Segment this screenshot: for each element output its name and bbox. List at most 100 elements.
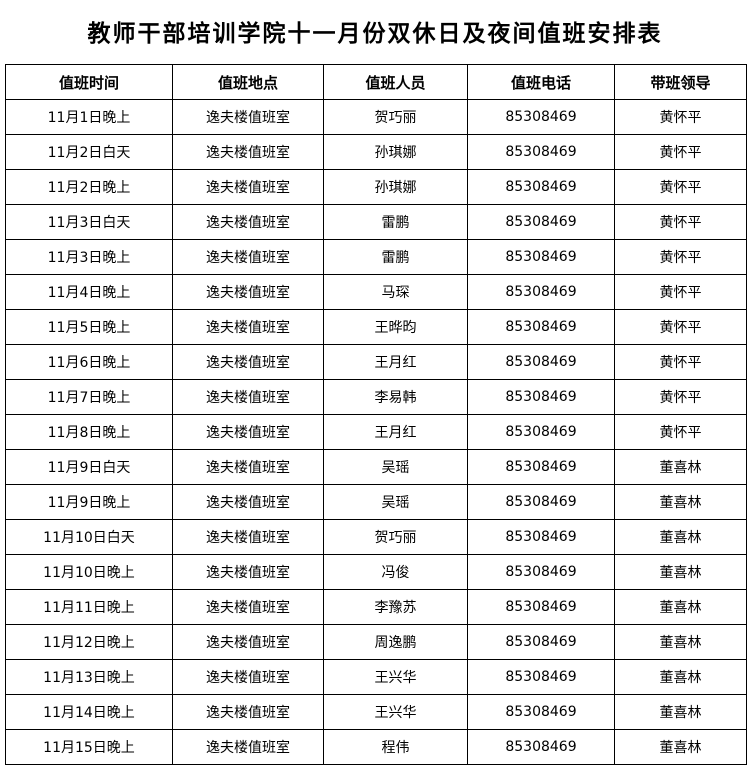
leader-cell: 董喜林 (614, 519, 747, 555)
duty-time-cell: 11月9日白天 (5, 449, 173, 485)
duty-time-cell: 11月1日晚上 (5, 99, 173, 135)
duty-location-cell: 逸夫楼值班室 (172, 659, 324, 695)
duty-person-cell: 程伟 (323, 729, 468, 765)
leader-cell: 董喜林 (614, 554, 747, 590)
leader-cell: 董喜林 (614, 484, 747, 520)
duty-phone-cell: 85308469 (467, 204, 615, 240)
duty-phone-cell: 85308469 (467, 694, 615, 730)
duty-phone-cell: 85308469 (467, 169, 615, 205)
duty-person-cell: 王月红 (323, 414, 468, 450)
duty-time-cell: 11月11日晚上 (5, 589, 173, 625)
leader-cell: 董喜林 (614, 624, 747, 660)
duty-person-cell: 李豫苏 (323, 589, 468, 625)
table-row: 11月9日晚上 逸夫楼值班室 吴瑶 85308469 董喜林 (5, 484, 747, 520)
table-row: 11月11日晚上 逸夫楼值班室 李豫苏 85308469 董喜林 (5, 589, 747, 625)
leader-cell: 黄怀平 (614, 99, 747, 135)
duty-location-cell: 逸夫楼值班室 (172, 729, 324, 765)
duty-time-cell: 11月10日白天 (5, 519, 173, 555)
duty-person-cell: 雷鹏 (323, 204, 468, 240)
duty-person-cell: 王兴华 (323, 694, 468, 730)
duty-location-cell: 逸夫楼值班室 (172, 694, 324, 730)
duty-location-cell: 逸夫楼值班室 (172, 204, 324, 240)
duty-time-cell: 11月12日晚上 (5, 624, 173, 660)
duty-phone-cell: 85308469 (467, 589, 615, 625)
duty-person-cell: 冯俊 (323, 554, 468, 590)
duty-location-cell: 逸夫楼值班室 (172, 99, 324, 135)
duty-time-cell: 11月13日晚上 (5, 659, 173, 695)
duty-person-cell: 马琛 (323, 274, 468, 310)
duty-location-cell: 逸夫楼值班室 (172, 414, 324, 450)
duty-time-cell: 11月9日晚上 (5, 484, 173, 520)
duty-person-cell: 吴瑶 (323, 484, 468, 520)
duty-phone-cell: 85308469 (467, 484, 615, 520)
duty-location-cell: 逸夫楼值班室 (172, 554, 324, 590)
duty-phone-cell: 85308469 (467, 624, 615, 660)
duty-person-cell: 孙琪娜 (323, 169, 468, 205)
duty-location-cell: 逸夫楼值班室 (172, 344, 324, 380)
duty-location-cell: 逸夫楼值班室 (172, 484, 324, 520)
duty-person-cell: 王兴华 (323, 659, 468, 695)
header-cell: 值班电话 (467, 64, 615, 100)
duty-phone-cell: 85308469 (467, 274, 615, 310)
duty-phone-cell: 85308469 (467, 659, 615, 695)
duty-location-cell: 逸夫楼值班室 (172, 379, 324, 415)
duty-person-cell: 王月红 (323, 344, 468, 380)
duty-phone-cell: 85308469 (467, 134, 615, 170)
table-row: 11月10日晚上 逸夫楼值班室 冯俊 85308469 董喜林 (5, 554, 747, 590)
table-row: 11月3日晚上 逸夫楼值班室 雷鹏 85308469 黄怀平 (5, 239, 747, 275)
header-cell: 带班领导 (614, 64, 747, 100)
duty-time-cell: 11月7日晚上 (5, 379, 173, 415)
duty-person-cell: 孙琪娜 (323, 134, 468, 170)
header-cell: 值班地点 (172, 64, 324, 100)
duty-phone-cell: 85308469 (467, 729, 615, 765)
duty-phone-cell: 85308469 (467, 449, 615, 485)
duty-time-cell: 11月5日晚上 (5, 309, 173, 345)
duty-time-cell: 11月4日晚上 (5, 274, 173, 310)
header-cell: 值班人员 (323, 64, 468, 100)
duty-person-cell: 贺巧丽 (323, 99, 468, 135)
header-cell: 值班时间 (5, 64, 173, 100)
leader-cell: 董喜林 (614, 589, 747, 625)
duty-person-cell: 周逸鹏 (323, 624, 468, 660)
duty-location-cell: 逸夫楼值班室 (172, 449, 324, 485)
duty-location-cell: 逸夫楼值班室 (172, 589, 324, 625)
duty-person-cell: 吴瑶 (323, 449, 468, 485)
leader-cell: 黄怀平 (614, 134, 747, 170)
duty-time-cell: 11月15日晚上 (5, 729, 173, 765)
duty-phone-cell: 85308469 (467, 554, 615, 590)
leader-cell: 黄怀平 (614, 379, 747, 415)
leader-cell: 黄怀平 (614, 169, 747, 205)
leader-cell: 董喜林 (614, 729, 747, 765)
duty-time-cell: 11月2日白天 (5, 134, 173, 170)
table-row: 11月13日晚上 逸夫楼值班室 王兴华 85308469 董喜林 (5, 659, 747, 695)
duty-location-cell: 逸夫楼值班室 (172, 309, 324, 345)
duty-time-cell: 11月14日晚上 (5, 694, 173, 730)
duty-phone-cell: 85308469 (467, 519, 615, 555)
table-row: 11月15日晚上 逸夫楼值班室 程伟 85308469 董喜林 (5, 729, 747, 765)
duty-person-cell: 贺巧丽 (323, 519, 468, 555)
duty-time-cell: 11月6日晚上 (5, 344, 173, 380)
duty-location-cell: 逸夫楼值班室 (172, 239, 324, 275)
duty-schedule-table: 值班时间 值班地点 值班人员 值班电话 带班领导 11月1日晚上 逸夫楼值班室 贺巧… (5, 64, 747, 765)
header-row: 值班时间 值班地点 值班人员 值班电话 带班领导 (5, 64, 747, 100)
leader-cell: 董喜林 (614, 449, 747, 485)
duty-phone-cell: 85308469 (467, 99, 615, 135)
leader-cell: 黄怀平 (614, 309, 747, 345)
table-row: 11月3日白天 逸夫楼值班室 雷鹏 85308469 黄怀平 (5, 204, 747, 240)
leader-cell: 黄怀平 (614, 204, 747, 240)
table-row: 11月14日晚上 逸夫楼值班室 王兴华 85308469 董喜林 (5, 694, 747, 730)
table-row: 11月5日晚上 逸夫楼值班室 王晔昀 85308469 黄怀平 (5, 309, 747, 345)
table-row: 11月7日晚上 逸夫楼值班室 李易韩 85308469 黄怀平 (5, 379, 747, 415)
duty-phone-cell: 85308469 (467, 379, 615, 415)
duty-time-cell: 11月2日晚上 (5, 169, 173, 205)
duty-location-cell: 逸夫楼值班室 (172, 624, 324, 660)
duty-phone-cell: 85308469 (467, 344, 615, 380)
leader-cell: 黄怀平 (614, 414, 747, 450)
leader-cell: 黄怀平 (614, 239, 747, 275)
table-row: 11月8日晚上 逸夫楼值班室 王月红 85308469 黄怀平 (5, 414, 747, 450)
duty-time-cell: 11月8日晚上 (5, 414, 173, 450)
duty-person-cell: 雷鹏 (323, 239, 468, 275)
duty-phone-cell: 85308469 (467, 239, 615, 275)
table-row: 11月2日白天 逸夫楼值班室 孙琪娜 85308469 黄怀平 (5, 134, 747, 170)
table-row: 11月9日白天 逸夫楼值班室 吴瑶 85308469 董喜林 (5, 449, 747, 485)
